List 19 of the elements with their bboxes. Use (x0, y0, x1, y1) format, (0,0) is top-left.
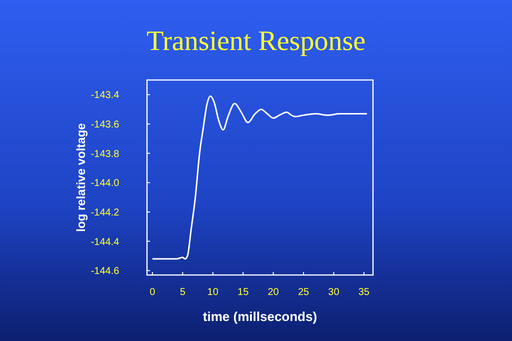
x-tick-label: 5 (180, 287, 186, 298)
y-tick-label: -143.4 (90, 90, 120, 102)
y-axis-title: log relative voltage (74, 122, 88, 232)
y-tick-label: -144.0 (90, 178, 120, 190)
x-axis-title: time (millseconds) (202, 309, 318, 324)
y-tick-label: -144.6 (90, 266, 120, 278)
x-tick-label: 15 (238, 287, 250, 298)
x-tick-label: 10 (207, 287, 219, 298)
chart-title: Transient Response (146, 26, 366, 57)
x-tick-label: 25 (298, 287, 310, 298)
y-tick-label: -143.6 (90, 119, 120, 130)
y-tick-label: -143.8 (90, 148, 120, 160)
y-tick-label: -144.4 (90, 236, 120, 248)
x-tick-label: 35 (358, 287, 370, 298)
x-tick-label: 30 (328, 287, 340, 298)
x-tick-label: 0 (150, 287, 156, 298)
y-tick-label: -144.2 (90, 207, 120, 218)
line-series (152, 95, 368, 260)
x-tick-label: 20 (268, 287, 280, 298)
